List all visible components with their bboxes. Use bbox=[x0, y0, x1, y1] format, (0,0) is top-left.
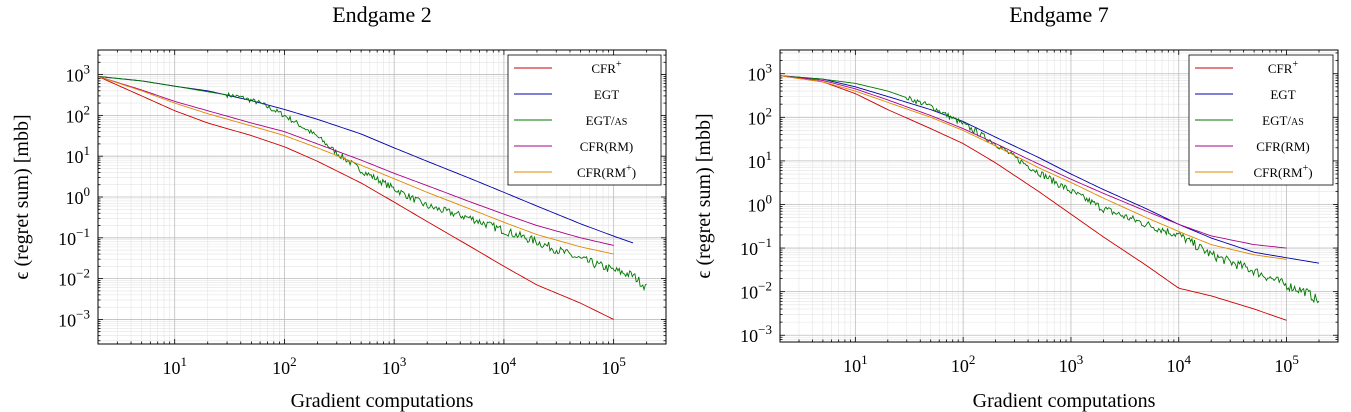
x-tick-label: 101 bbox=[843, 352, 868, 376]
y-tick-label: 102 bbox=[748, 104, 773, 128]
series-line-cfr-rm-plus bbox=[780, 75, 1287, 260]
legend-entry-label: EGT/AS bbox=[586, 113, 628, 128]
chart-endgame-7: 101 102 103 104 105 10−3 10−2 10−1 100 101 102 103 E… bbox=[693, 2, 1339, 412]
x-tick-label: 104 bbox=[1167, 352, 1192, 376]
plot-frame bbox=[97, 49, 667, 345]
y-tick-label: 100 bbox=[66, 184, 91, 208]
y-tick-label: 10−2 bbox=[58, 266, 90, 290]
series-line-egt bbox=[780, 75, 1320, 264]
plot-frame bbox=[779, 49, 1339, 343]
x-tick-label: 102 bbox=[951, 352, 976, 376]
chart-endgame-2: 101 102 103 104 105 10−3 10−2 10−1 100 101 102 103 E… bbox=[11, 2, 667, 412]
y-tick-label: 101 bbox=[748, 148, 773, 172]
x-tick-label: 103 bbox=[1059, 352, 1084, 376]
legend: CFR+ EGT EGT/AS CFR(RM) CFR(RM+) bbox=[507, 54, 662, 186]
y-tick-label: 10−1 bbox=[740, 235, 772, 259]
y-axis-label: ϵ (regret sum) [mbb] bbox=[11, 114, 33, 279]
legend-entry-label: EGT bbox=[1270, 87, 1295, 102]
y-tick-label: 100 bbox=[748, 191, 773, 215]
legend-entry-label: CFR(RM) bbox=[1256, 139, 1309, 154]
x-tick-label: 102 bbox=[272, 354, 297, 378]
x-tick-label: 105 bbox=[1274, 352, 1299, 376]
y-tick-label: 10−1 bbox=[58, 225, 90, 249]
x-tick-label: 101 bbox=[162, 354, 187, 378]
series-line-cfr-rm-plus bbox=[98, 76, 614, 255]
chart-title: Endgame 7 bbox=[1009, 2, 1109, 27]
series-group bbox=[780, 75, 1320, 321]
legend-entry-label: CFR(RM) bbox=[580, 139, 633, 154]
series-line-egt-as bbox=[98, 75, 647, 292]
chart-title: Endgame 2 bbox=[332, 2, 432, 27]
legend-entry-label: EGT bbox=[594, 87, 619, 102]
y-tick-label: 10−3 bbox=[58, 306, 90, 330]
legend-entry-label: CFR(RM+) bbox=[577, 163, 636, 180]
legend-entry-label: EGT/AS bbox=[1262, 113, 1304, 128]
legend-entry-label: CFR(RM+) bbox=[1253, 163, 1312, 180]
series-line-cfr-plus bbox=[780, 75, 1287, 321]
x-axis-label: Gradient computations bbox=[291, 390, 474, 412]
y-tick-label: 103 bbox=[748, 61, 773, 85]
y-tick-label: 103 bbox=[66, 62, 91, 86]
series-line-egt-as bbox=[780, 75, 1320, 304]
y-axis-label: ϵ (regret sum) [mbb] bbox=[693, 113, 715, 278]
legend: CFR+ EGT EGT/AS CFR(RM) CFR(RM+) bbox=[1188, 54, 1334, 186]
series-line-cfr-rm bbox=[98, 76, 614, 246]
y-tick-label: 10−2 bbox=[740, 279, 772, 303]
y-tick-label: 102 bbox=[66, 102, 91, 126]
series-group bbox=[98, 75, 647, 320]
y-tick-label: 101 bbox=[66, 143, 91, 167]
x-tick-label: 104 bbox=[492, 354, 517, 378]
x-tick-label: 103 bbox=[382, 354, 407, 378]
legend-entry-label: CFR+ bbox=[591, 59, 622, 76]
legend-entry-label: CFR+ bbox=[1268, 59, 1299, 76]
x-axis-label: Gradient computations bbox=[973, 390, 1156, 412]
x-tick-label: 105 bbox=[601, 354, 626, 378]
series-line-cfr-plus bbox=[98, 76, 614, 320]
series-line-cfr-rm bbox=[780, 75, 1287, 249]
y-tick-label: 10−3 bbox=[740, 322, 772, 346]
